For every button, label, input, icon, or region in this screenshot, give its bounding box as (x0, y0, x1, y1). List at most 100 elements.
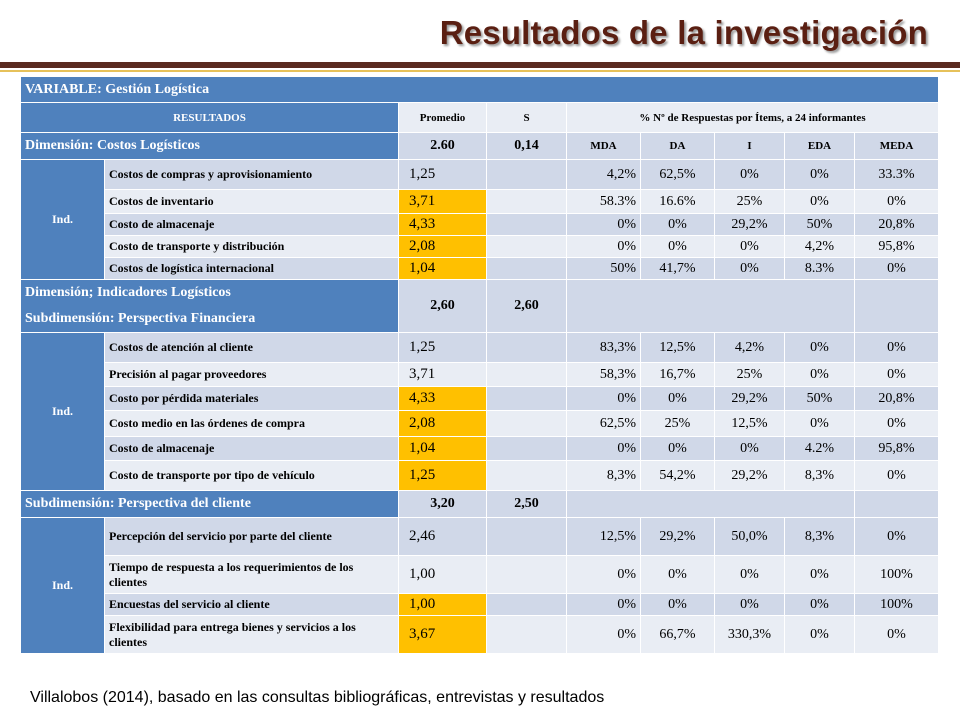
indicator-s-empty (486, 159, 567, 190)
indicator-pct-da: 0% (640, 213, 715, 236)
dimension-promedio: 2.60 (398, 132, 487, 160)
indicator-s-empty (486, 593, 567, 616)
indicator-name: Costo de transporte por tipo de vehículo (104, 460, 399, 491)
indicator-pct-i: 29,2% (714, 213, 785, 236)
indicator-pct-eda: 0% (784, 555, 855, 594)
indicator-name: Costo de almacenaje (104, 213, 399, 236)
ind-label: Ind. (20, 517, 105, 654)
indicator-pct-eda: 8.3% (784, 257, 855, 280)
indicator-name: Tiempo de respuesta a los requerimientos… (104, 555, 399, 594)
indicator-pct-eda: 8,3% (784, 460, 855, 491)
indicator-name: Costos de compras y aprovisionamiento (104, 159, 399, 190)
indicator-average: 1,00 (398, 555, 487, 594)
indicator-pct-mda: 62,5% (566, 410, 641, 437)
indicator-pct-da: 54,2% (640, 460, 715, 491)
page-title: Resultados de la investigación (439, 14, 928, 51)
indicator-pct-da: 0% (640, 386, 715, 411)
indicator-row: Ind. Costos de compras y aprovisionamient… (20, 159, 940, 280)
indicator-name: Costo medio en las órdenes de compra (104, 410, 399, 437)
indicator-pct-meda: 0% (853, 615, 940, 654)
indicator-pct-eda: 0% (784, 189, 855, 214)
indicator-row: Costo por pérdida materiales 4,33 0% 0% 29,2… (21, 386, 940, 411)
dimension-name: Dimensión: Costos Logísticos (25, 138, 201, 153)
indicator-row: Ind. Percepción del servicio por parte de… (20, 517, 940, 654)
indicator-pct-da: 16.6% (640, 189, 715, 214)
title-divider (0, 62, 960, 68)
indicator-pct-i: 4,2% (714, 332, 785, 363)
indicator-row: Costo de transporte por tipo de vehículo… (21, 460, 940, 491)
scale-header-mda: MDA (566, 132, 641, 160)
dimension-name: Dimensión; Indicadores Logísticos (25, 285, 231, 300)
indicator-name: Flexibilidad para entrega bienes y servi… (104, 615, 399, 654)
indicator-pct-eda: 0% (784, 332, 855, 363)
indicator-s-empty (486, 436, 567, 461)
indicator-average: 1,04 (398, 257, 487, 280)
indicator-s-empty (486, 517, 567, 556)
indicator-pct-i: 50,0% (714, 517, 785, 556)
indicator-pct-meda: 95,8% (853, 436, 940, 461)
indicator-pct-eda: 4,2% (784, 235, 855, 258)
indicator-pct-meda: 100% (853, 593, 940, 616)
indicator-average: 3,67 (398, 615, 487, 654)
scale-header-meda: MEDA (853, 132, 940, 160)
dimension-label: Dimensión; Indicadores Logísticos Subdime… (20, 279, 399, 333)
indicator-pct-meda: 0% (853, 362, 940, 387)
indicator-pct-da: 29,2% (640, 517, 715, 556)
scale-header-i: I (714, 132, 785, 160)
indicator-row: Encuestas del servicio al cliente 1,00 0% 0… (21, 593, 940, 616)
indicator-s-empty (486, 460, 567, 491)
indicator-name: Costo de transporte y distribución (104, 235, 399, 258)
indicator-pct-i: 0% (714, 436, 785, 461)
indicator-row: Flexibilidad para entrega bienes y servi… (21, 615, 940, 654)
indicator-pct-mda: 50% (566, 257, 641, 280)
indicator-pct-i: 330,3% (714, 615, 785, 654)
indicator-row: Costo medio en las órdenes de compra 2,08… (21, 410, 940, 437)
indicator-pct-mda: 12,5% (566, 517, 641, 556)
indicator-pct-meda: 0% (853, 189, 940, 214)
dimension-s: 2,60 (486, 279, 567, 333)
indicator-pct-da: 0% (640, 555, 715, 594)
indicator-average: 1,04 (398, 436, 487, 461)
indicator-pct-i: 12,5% (714, 410, 785, 437)
indicator-pct-mda: 0% (566, 436, 641, 461)
header-promedio: Promedio (398, 102, 487, 133)
indicator-s-empty (486, 615, 567, 654)
empty-cell (853, 490, 940, 518)
indicator-pct-meda: 0% (853, 460, 940, 491)
title-accent-line (0, 70, 960, 72)
indicator-average: 2,08 (398, 235, 487, 258)
dimension-label: Subdimensión: Perspectiva del cliente (20, 490, 399, 518)
indicator-name: Precisión al pagar proveedores (104, 362, 399, 387)
indicator-pct-mda: 0% (566, 213, 641, 236)
indicator-pct-mda: 0% (566, 235, 641, 258)
indicator-pct-i: 25% (714, 189, 785, 214)
indicator-pct-eda: 0% (784, 593, 855, 616)
indicator-row: Costos de logística internacional 1,04 50%… (21, 257, 940, 280)
indicator-row: Costo de transporte y distribución 2,08 0%… (21, 235, 940, 258)
indicator-pct-eda: 0% (784, 410, 855, 437)
ind-label: Ind. (20, 159, 105, 280)
indicator-pct-i: 29,2% (714, 460, 785, 491)
indicator-pct-da: 12,5% (640, 332, 715, 363)
indicator-average: 2,08 (398, 410, 487, 437)
indicator-pct-meda: 0% (853, 257, 940, 280)
dimension-name: Subdimensión: Perspectiva del cliente (25, 496, 251, 511)
indicator-s-empty (486, 189, 567, 214)
dimension-row: Dimensión; Indicadores Logísticos Subdime… (20, 279, 940, 333)
results-table: VARIABLE: Gestión Logística RESULTADOS Pro… (19, 76, 940, 654)
indicator-row: Costo de almacenaje 4,33 0% 0% 29,2% 50% 20,8% (21, 213, 940, 236)
indicator-s-empty (486, 386, 567, 411)
variable-label: VARIABLE: Gestión Logística (19, 76, 940, 103)
indicator-pct-eda: 4.2% (784, 436, 855, 461)
indicator-pct-meda: 0% (853, 517, 940, 556)
indicator-average: 2,46 (398, 517, 487, 556)
indicator-name: Costos de atención al cliente (104, 332, 399, 363)
indicator-s-empty (486, 235, 567, 258)
source-note: Villalobos (2014), basado en las consult… (30, 689, 605, 706)
ind-label: Ind. (20, 332, 105, 491)
indicator-row: Tiempo de respuesta a los requerimientos… (21, 555, 940, 594)
indicator-pct-mda: 58,3% (566, 362, 641, 387)
indicator-pct-meda: 95,8% (853, 235, 940, 258)
indicator-average: 1,00 (398, 593, 487, 616)
indicator-pct-i: 25% (714, 362, 785, 387)
